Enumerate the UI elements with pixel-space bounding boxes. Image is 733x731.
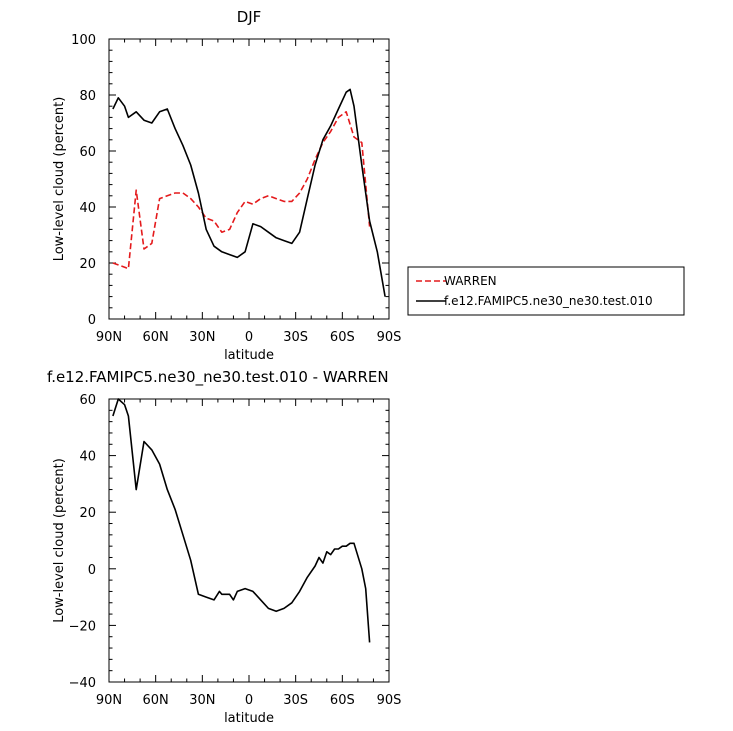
- x-tick-label: 90S: [377, 330, 402, 345]
- y-tick-label: 80: [79, 89, 96, 104]
- y-axis-label: Low-level cloud (percent): [52, 458, 67, 623]
- chart-panel-2: 90N 60N 30N 0 30S 60S 90S −40 −20 0 20 40 60 f.e12.FA…: [47, 368, 401, 726]
- y-tick-label: −40: [69, 676, 96, 691]
- y-axis-label: Low-level cloud (percent): [52, 97, 67, 262]
- y-tick-label: 60: [79, 145, 96, 160]
- x-tick-label: 0: [245, 330, 253, 345]
- x-tick-label: 0: [245, 693, 253, 708]
- x-tick-label: 60S: [330, 330, 355, 345]
- chart-title: DJF: [237, 8, 262, 26]
- y-tick-label: 0: [88, 563, 96, 578]
- chart-panel-1: 90N 60N 30N 0 30S 60S 90S 0 20 40 60 80 100 DJF latitu…: [52, 8, 401, 363]
- x-tick-label: 90S: [377, 693, 402, 708]
- series-line-difference: [112, 398, 371, 643]
- y-tick-label: 60: [79, 393, 96, 408]
- y-tick-label: 40: [79, 450, 96, 465]
- plot-frame: [108, 398, 390, 683]
- y-tick-label: 40: [79, 201, 96, 216]
- x-axis-label: latitude: [224, 711, 274, 726]
- legend-label: f.e12.FAMIPC5.ne30_ne30.test.010: [444, 294, 653, 308]
- legend-box: [407, 266, 685, 316]
- plot-frame: [108, 38, 390, 320]
- y-tick-label: 0: [88, 313, 96, 328]
- x-tick-label: 60S: [330, 693, 355, 708]
- y-tick-label: −20: [69, 619, 96, 634]
- y-tick-label: 20: [79, 506, 96, 521]
- series-line-warren: [112, 111, 371, 270]
- series-line-f-e12-famipc5-ne30-ne30-test-010: [112, 88, 386, 297]
- x-axis-label: latitude: [224, 348, 274, 363]
- x-tick-label: 60N: [143, 693, 169, 708]
- x-tick-label: 90N: [96, 693, 122, 708]
- x-tick-label: 30N: [189, 693, 215, 708]
- y-tick-label: 20: [79, 257, 96, 272]
- legend-label: WARREN: [444, 274, 497, 288]
- x-tick-label: 30S: [283, 330, 308, 345]
- x-tick-label: 90N: [96, 330, 122, 345]
- chart-title: f.e12.FAMIPC5.ne30_ne30.test.010 - WARRE…: [47, 368, 389, 387]
- x-tick-label: 30N: [189, 330, 215, 345]
- x-tick-label: 60N: [143, 330, 169, 345]
- legend: WARREN f.e12.FAMIPC5.ne30_ne30.test.010: [407, 266, 685, 316]
- y-tick-label: 100: [71, 33, 96, 48]
- x-tick-label: 30S: [283, 693, 308, 708]
